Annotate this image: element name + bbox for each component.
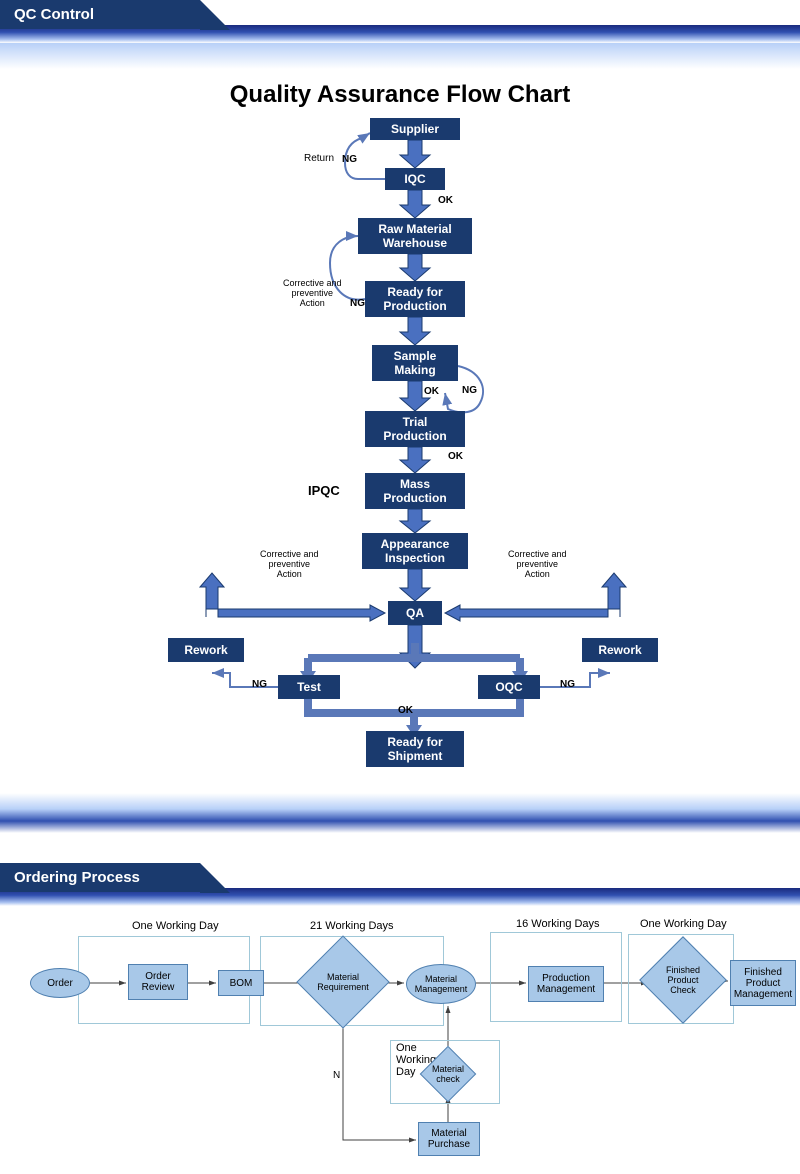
phase-2-label: 21 Working Days bbox=[310, 920, 394, 932]
node-ready-shipment: Ready for Shipment bbox=[366, 731, 464, 767]
ordering-flowchart: One Working Day 21 Working Days 16 Worki… bbox=[0, 914, 800, 1174]
node-mass-production: Mass Production bbox=[365, 473, 465, 509]
phase-1-label: One Working Day bbox=[132, 920, 219, 932]
op-order-review: Order Review bbox=[128, 964, 188, 1000]
label-ng-left: NG bbox=[252, 679, 267, 690]
label-ng1: NG bbox=[342, 154, 357, 165]
node-rework-left: Rework bbox=[168, 638, 244, 662]
ordering-header-label: Ordering Process bbox=[14, 869, 140, 886]
qa-title: Quality Assurance Flow Chart bbox=[0, 69, 800, 113]
qa-arrows bbox=[0, 113, 800, 793]
op-production-management: Production Management bbox=[528, 966, 604, 1002]
label-ok2: OK bbox=[424, 386, 439, 397]
qc-header-label: QC Control bbox=[14, 6, 94, 23]
qc-header: QC Control bbox=[0, 0, 200, 29]
label-corrective-left: Corrective and preventive Action bbox=[260, 549, 319, 579]
op-finished-management: Finished Product Management bbox=[730, 960, 796, 1006]
node-sample-making: Sample Making bbox=[372, 345, 458, 381]
node-appearance-inspection: Appearance Inspection bbox=[362, 533, 468, 569]
node-supplier: Supplier bbox=[370, 118, 460, 140]
ordering-header: Ordering Process bbox=[0, 863, 200, 892]
label-corrective-right: Corrective and preventive Action bbox=[508, 549, 567, 579]
label-ok-bottom: OK bbox=[398, 705, 413, 716]
label-ng3: NG bbox=[462, 385, 477, 396]
op-n-label: N bbox=[333, 1070, 340, 1081]
op-order: Order bbox=[30, 968, 90, 998]
op-bom: BOM bbox=[218, 970, 264, 996]
label-ok3: OK bbox=[448, 451, 463, 462]
label-ng2: NG bbox=[350, 298, 365, 309]
op-material-purchase: Material Purchase bbox=[418, 1122, 480, 1156]
label-corrective1: Corrective and preventive Action bbox=[283, 278, 342, 308]
gradient-bar-mid bbox=[0, 793, 800, 833]
node-rework-right: Rework bbox=[582, 638, 658, 662]
node-qa: QA bbox=[388, 601, 442, 625]
node-oqc: OQC bbox=[478, 675, 540, 699]
node-raw-material: Raw Material Warehouse bbox=[358, 218, 472, 254]
gradient-fade bbox=[0, 43, 800, 69]
label-ipqc: IPQC bbox=[308, 483, 340, 498]
label-ok1: OK bbox=[438, 195, 453, 206]
phase-3-label: 16 Working Days bbox=[516, 918, 600, 930]
phase-4-label: One Working Day bbox=[640, 918, 727, 930]
node-trial-production: Trial Production bbox=[365, 411, 465, 447]
node-test: Test bbox=[278, 675, 340, 699]
label-return: Return bbox=[304, 153, 334, 164]
op-material-management: Material Management bbox=[406, 964, 476, 1004]
label-ng-right: NG bbox=[560, 679, 575, 690]
node-iqc: IQC bbox=[385, 168, 445, 190]
qa-flowchart: Supplier IQC Raw Material Warehouse Read… bbox=[0, 113, 800, 793]
node-ready-production: Ready for Production bbox=[365, 281, 465, 317]
